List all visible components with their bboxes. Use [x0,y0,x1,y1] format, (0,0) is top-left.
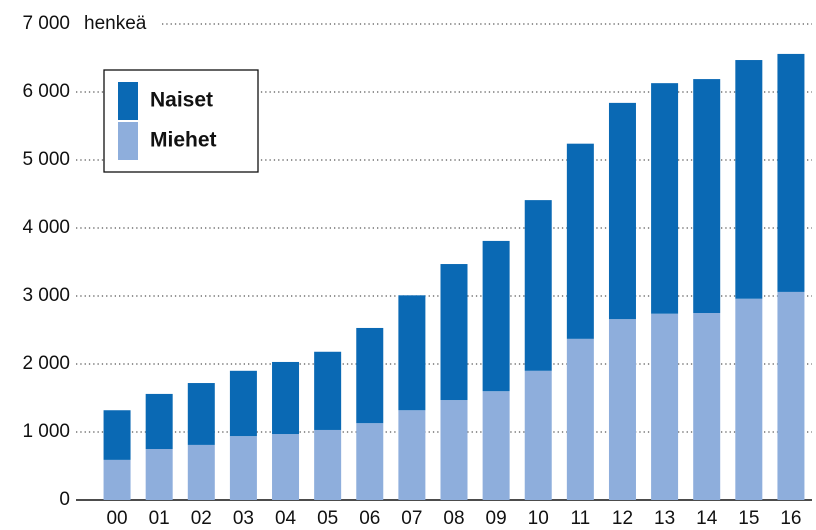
bar-segment [482,391,510,500]
x-tick-label: 15 [738,508,759,529]
bar-segment [103,459,131,500]
bar-segment [272,434,300,500]
bar-segment [440,264,468,401]
bar-segment [440,400,468,500]
legend-label: Naiset [150,89,213,112]
x-tick-label: 07 [401,508,422,529]
y-tick-label: 1 000 [22,421,70,442]
bar-segment [651,83,679,314]
bar-segment [229,436,257,500]
bar-segment [356,327,384,424]
bar-segment [103,410,131,460]
bar-segment [145,393,173,449]
bar-segment [145,449,173,500]
legend-swatch [118,122,138,160]
y-tick-label: 6 000 [22,81,70,102]
bar-segment [566,338,594,500]
x-tick-label: 14 [696,508,718,529]
x-tick-label: 11 [570,508,590,529]
bar-segment [524,200,552,371]
bar-segment [777,53,805,292]
y-tick-label: 5 000 [22,149,70,170]
bar-segment [777,291,805,500]
bar-segment [651,313,679,500]
bar-segment [524,370,552,500]
bar-segment [187,383,215,445]
y-tick-label: 2 000 [22,353,70,374]
bar-segment [398,410,426,500]
x-tick-label: 03 [233,508,254,529]
x-tick-label: 16 [780,508,801,529]
x-tick-label: 00 [106,508,127,529]
y-tick-label: 4 000 [22,217,70,238]
x-tick-label: 10 [528,508,549,529]
bar-segment [356,423,384,500]
bar-segment [735,298,763,500]
y-axis-label: henkeä [84,13,147,34]
x-tick-label: 05 [317,508,338,529]
x-tick-label: 13 [654,508,675,529]
bar-segment [693,79,721,313]
bar-segment [398,295,426,411]
bar-segment [314,351,342,430]
y-tick-label: 7 000 [22,13,70,34]
x-tick-label: 12 [612,508,633,529]
x-tick-label: 04 [275,508,297,529]
legend-swatch [118,82,138,120]
bar-segment [735,60,763,299]
bar-segment [482,240,510,392]
x-tick-label: 08 [443,508,464,529]
x-tick-label: 09 [486,508,507,529]
x-tick-label: 02 [191,508,212,529]
bar-segment [272,361,300,435]
bar-segment [693,313,721,500]
y-tick-label: 0 [59,489,70,510]
bar-segment [187,444,215,500]
x-tick-label: 01 [149,508,170,529]
bar-segment [229,370,257,437]
bar-segment [314,429,342,500]
bar-segment [608,102,636,320]
bar-segment [566,143,594,339]
bar-segment [608,319,636,500]
y-tick-label: 3 000 [22,285,70,306]
x-tick-label: 06 [359,508,380,529]
legend-label: Miehet [150,129,217,152]
